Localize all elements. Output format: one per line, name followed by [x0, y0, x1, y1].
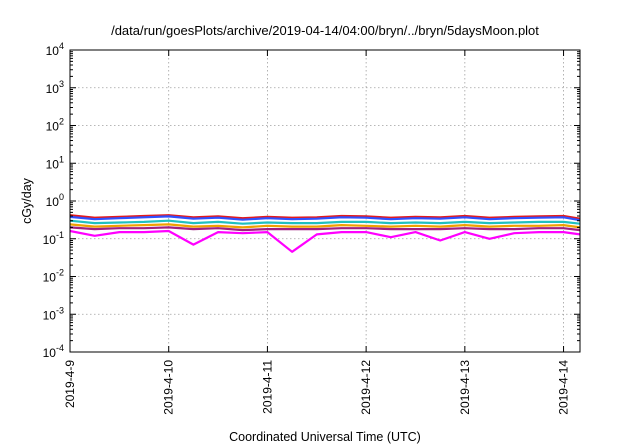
x-tick-label: 2019-4-12: [359, 360, 373, 415]
series-layer: [69, 214, 581, 253]
y-tick-label: 104: [46, 41, 64, 58]
y-axis-label: cGy/day: [20, 177, 34, 224]
y-tick-label: 10-3: [43, 305, 64, 322]
x-tick-labels: 2019-4-9 2019-4-10 2019-4-11 2019-4-12 2019-…: [63, 360, 571, 415]
y-tick-labels: 10-4 10-3 10-2 10-1 100 101 102 103 104: [43, 41, 64, 360]
y-tick-label: 100: [46, 192, 64, 209]
series-line: [69, 226, 581, 232]
x-axis-label: Coordinated Universal Time (UTC): [229, 430, 421, 444]
x-tick-label: 2019-4-14: [557, 360, 571, 415]
series-line: [69, 223, 581, 229]
y-tick-label: 103: [46, 79, 64, 96]
y-tick-label: 101: [46, 154, 64, 171]
series-line: [69, 229, 581, 253]
y-tick-label: 10-4: [43, 343, 64, 360]
grid-lines: [69, 50, 580, 352]
axis-ticks: [69, 49, 580, 353]
x-tick-label: 2019-4-11: [260, 360, 274, 414]
y-tick-label: 102: [46, 117, 64, 134]
x-tick-label: 2019-4-9: [63, 360, 77, 408]
series-line: [69, 215, 581, 222]
y-tick-label: 10-2: [43, 268, 64, 285]
chart-title: /data/run/goesPlots/archive/2019-04-14/0…: [111, 23, 539, 38]
x-tick-label: 2019-4-13: [458, 360, 472, 415]
series-line: [69, 219, 581, 225]
y-tick-label: 10-1: [43, 230, 64, 247]
series-line: [69, 214, 581, 220]
x-tick-label: 2019-4-10: [162, 360, 176, 415]
